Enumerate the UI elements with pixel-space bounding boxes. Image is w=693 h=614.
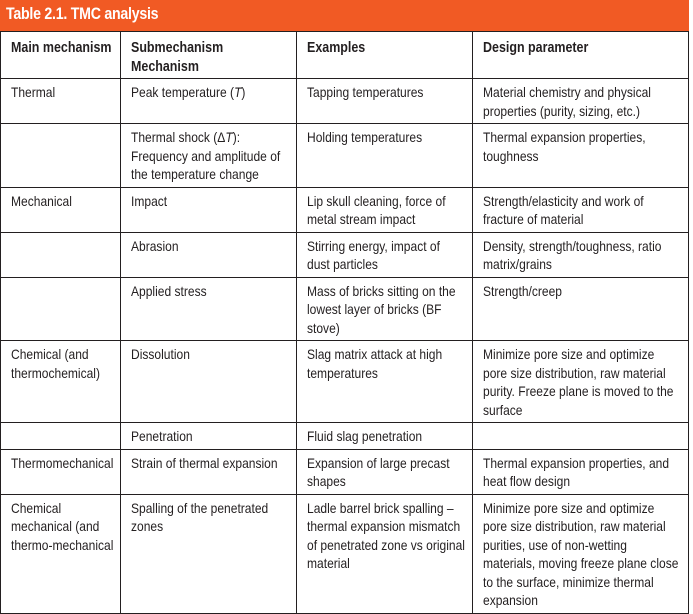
tmc-analysis-table: Main mechanism Submechanism Mechanism Ex… (0, 31, 689, 614)
cell-submechanism: Thermal shock (ΔT): Frequency and amplit… (119, 123, 298, 188)
cell-submechanism: Applied stress (119, 276, 298, 341)
cell-examples: Fluid slag penetration (296, 422, 474, 450)
header-main-mechanism: Main mechanism (0, 31, 121, 79)
table-row: Chemical (and thermochemical) Dissolutio… (0, 340, 689, 423)
table-row: Penetration Fluid slag penetration (0, 422, 689, 450)
cell-examples: Lip skull cleaning, force of metal strea… (296, 186, 474, 233)
table-row: Mechanical Impact Lip skull cleaning, fo… (0, 186, 689, 233)
cell-examples: Tapping temperatures (296, 78, 474, 124)
cell-main-mechanism: Thermal (0, 78, 121, 124)
cell-main-mechanism (0, 123, 121, 188)
table-row: Chemical mechanical (and thermo-mechanic… (0, 493, 689, 614)
cell-main-mechanism: Mechanical (0, 186, 121, 233)
cell-main-mechanism (0, 231, 121, 278)
cell-submechanism: Peak temperature (T) (119, 78, 298, 124)
cell-examples: Holding temperatures (296, 123, 474, 188)
cell-submechanism: Dissolution (119, 340, 298, 423)
cell-examples: Expansion of large precast shapes (296, 448, 474, 495)
cell-main-mechanism (0, 422, 121, 450)
table-row: Applied stress Mass of bricks sitting on… (0, 276, 689, 341)
cell-submechanism: Abrasion (119, 231, 298, 278)
table-title: Table 2.1. TMC analysis (6, 5, 159, 23)
cell-design-parameter: Strength/creep (472, 276, 689, 341)
cell-design-parameter: Minimize pore size and optimize pore siz… (472, 340, 689, 423)
header-row: Main mechanism Submechanism Mechanism Ex… (0, 31, 689, 79)
cell-main-mechanism: Chemical mechanical (and thermo-mechanic… (0, 493, 121, 614)
table-title-bar: Table 2.1. TMC analysis (0, 0, 689, 31)
table-row: Thermomechanical Strain of thermal expan… (0, 448, 689, 495)
cell-main-mechanism (0, 276, 121, 341)
cell-design-parameter: Thermal expansion properties, and heat f… (472, 448, 689, 495)
cell-examples: Stirring energy, impact of dust particle… (296, 231, 474, 278)
cell-examples: Slag matrix attack at high temperatures (296, 340, 474, 423)
cell-submechanism: Penetration (119, 422, 298, 450)
cell-submechanism: Strain of thermal expansion (119, 448, 298, 495)
cell-design-parameter: Material chemistry and physical properti… (472, 78, 689, 124)
cell-main-mechanism: Chemical (and thermochemical) (0, 340, 121, 423)
header-design-parameter: Design parameter (472, 31, 689, 79)
cell-examples: Mass of bricks sitting on the lowest lay… (296, 276, 474, 341)
cell-design-parameter (472, 422, 689, 450)
cell-submechanism: Impact (119, 186, 298, 233)
table-row: Thermal shock (ΔT): Frequency and amplit… (0, 123, 689, 188)
cell-examples: Ladle barrel brick spalling – thermal ex… (296, 493, 474, 614)
header-submechanism: Submechanism Mechanism (119, 31, 298, 79)
cell-main-mechanism: Thermomechanical (0, 448, 121, 495)
table-row: Abrasion Stirring energy, impact of dust… (0, 231, 689, 278)
cell-design-parameter: Strength/elasticity and work of fracture… (472, 186, 689, 233)
cell-design-parameter: Thermal expansion properties, toughness (472, 123, 689, 188)
cell-submechanism: Spalling of the penetrated zones (119, 493, 298, 614)
table-row: Thermal Peak temperature (T) Tapping tem… (0, 78, 689, 124)
cell-design-parameter: Minimize pore size and optimize pore siz… (472, 493, 689, 614)
header-examples: Examples (296, 31, 474, 79)
cell-design-parameter: Density, strength/toughness, ratio matri… (472, 231, 689, 278)
